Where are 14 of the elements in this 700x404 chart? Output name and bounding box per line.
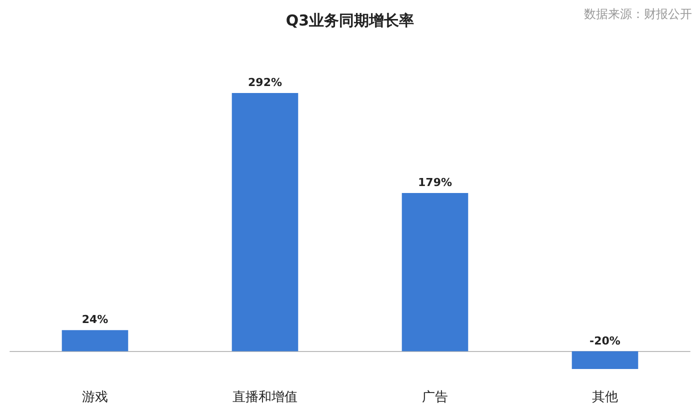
source-note: 数据来源：财报公开	[584, 7, 692, 21]
x-tick-label: 直播和增值	[232, 390, 298, 404]
bar	[62, 330, 128, 352]
bar	[572, 351, 638, 369]
data-label: -20%	[590, 334, 620, 348]
data-label: 292%	[248, 76, 282, 89]
x-tick-label: 游戏	[82, 390, 108, 404]
bar	[402, 192, 468, 352]
bar	[232, 93, 298, 352]
data-label: 24%	[82, 313, 108, 326]
chart-title: Q3业务同期增长率	[286, 12, 414, 30]
data-label: 179%	[418, 176, 452, 189]
x-tick-label: 其他	[592, 390, 618, 404]
x-tick-label: 广告	[422, 390, 448, 404]
